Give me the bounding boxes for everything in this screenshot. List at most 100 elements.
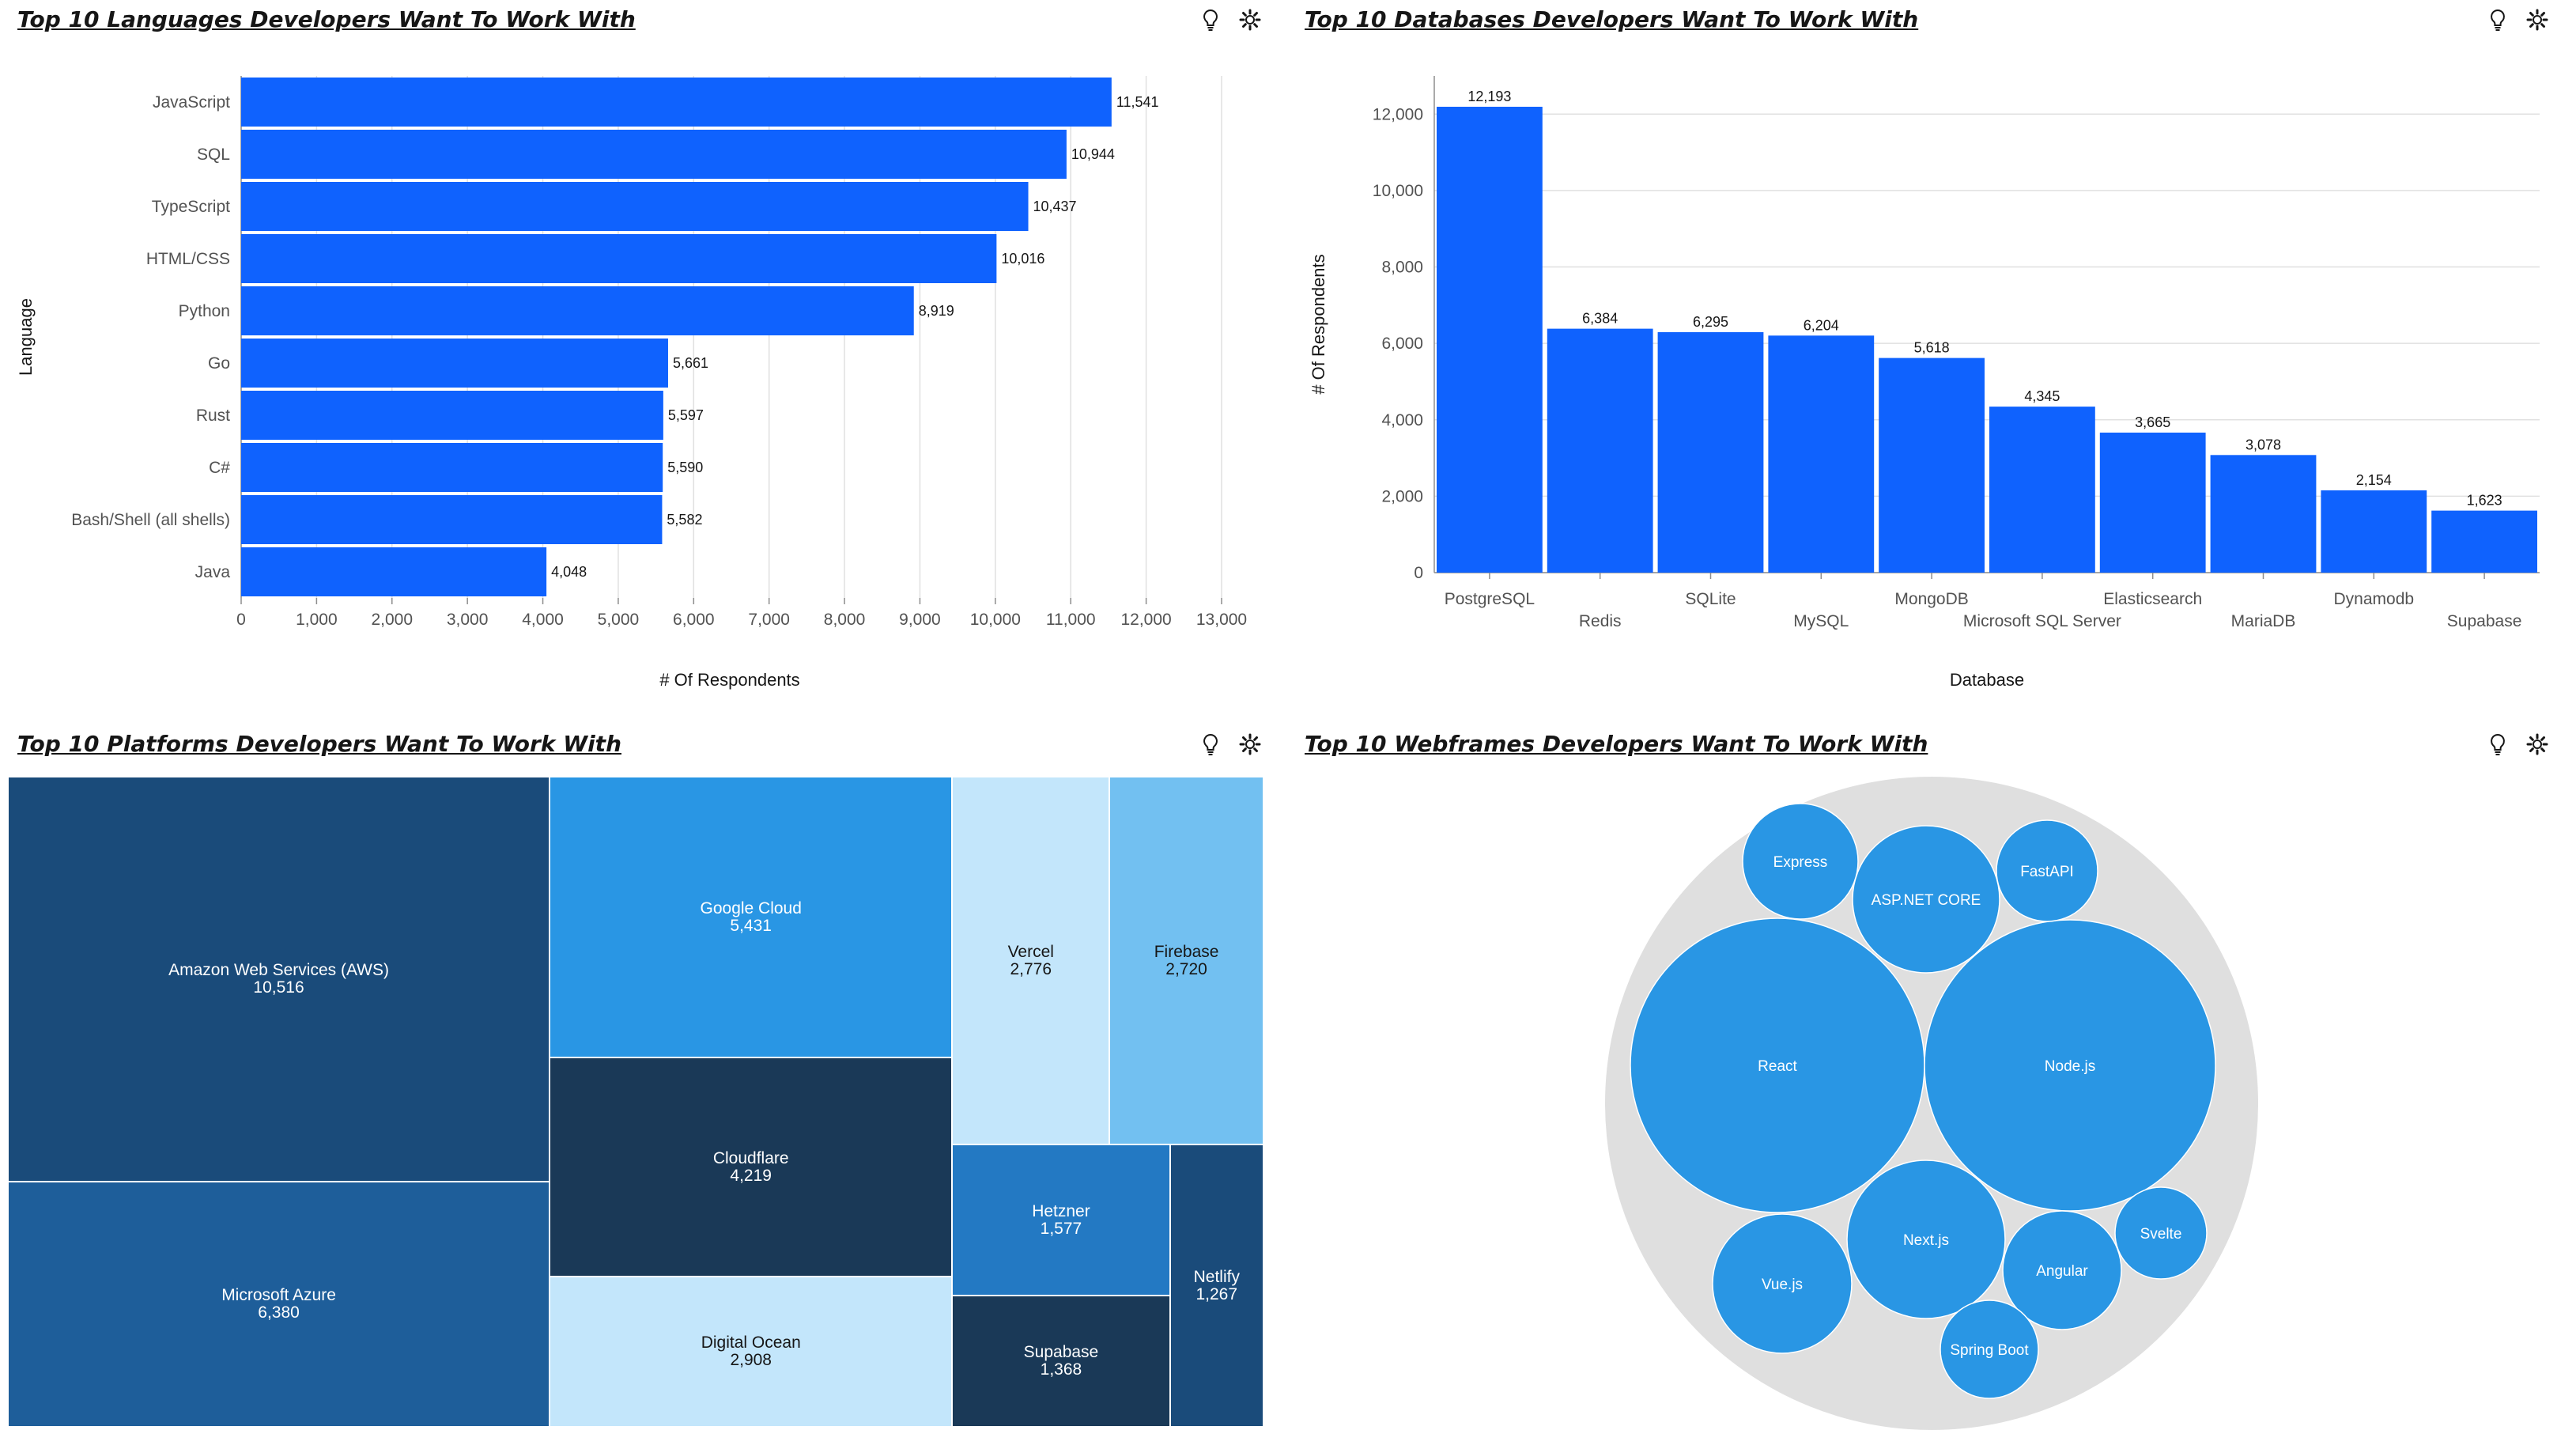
- x-tick-label: Dynamodb: [2334, 590, 2415, 608]
- lightbulb-icon[interactable]: [1200, 8, 1221, 32]
- bar[interactable]: [241, 339, 668, 388]
- data-label: 6,204: [1804, 317, 1839, 333]
- treemap-cell[interactable]: Google Cloud 5,431: [550, 777, 953, 1058]
- x-axis-title: # Of Respondents: [659, 670, 799, 690]
- treemap-cell[interactable]: Supabase 1,368: [952, 1296, 1170, 1427]
- x-tick-label: 0: [236, 611, 246, 629]
- bar[interactable]: [241, 495, 663, 544]
- treemap-cell-value: 1,368: [1040, 1360, 1082, 1379]
- webframes-chart-actions: [2487, 732, 2549, 756]
- bubble-label: Next.js: [1903, 1232, 1949, 1249]
- bar[interactable]: [241, 391, 663, 440]
- data-label: 5,582: [667, 512, 702, 528]
- bubble[interactable]: [1742, 803, 1859, 920]
- databases-chart-actions: [2487, 8, 2549, 32]
- bar[interactable]: [2099, 432, 2206, 573]
- bar[interactable]: [1657, 331, 1764, 573]
- x-tick-label: 12,000: [1120, 611, 1171, 629]
- bar[interactable]: [1768, 335, 1875, 573]
- webframes-bubble-chart: React Node.js Next.js ASP.NET CORE Angular Vu…: [1605, 777, 2258, 1430]
- treemap-cell-label: Vercel 2,776: [1007, 942, 1054, 978]
- x-tick-label: PostgreSQL: [1445, 590, 1535, 608]
- treemap-cell-name: Microsoft Azure: [221, 1285, 336, 1304]
- settings-icon[interactable]: [1238, 8, 1262, 32]
- platforms-chart-actions: [1200, 732, 1262, 756]
- y-tick-label: 0: [1414, 564, 1423, 582]
- treemap-cell-value: 5,431: [730, 916, 772, 935]
- data-label: 5,590: [667, 460, 703, 475]
- x-tick-label: Microsoft SQL Server: [1963, 612, 2121, 630]
- bubble-label: Angular: [2036, 1263, 2088, 1280]
- bar[interactable]: [1547, 328, 1653, 573]
- settings-icon[interactable]: [1238, 732, 1262, 756]
- x-tick-label: 6,000: [673, 611, 715, 629]
- x-tick-label: 13,000: [1196, 611, 1247, 629]
- bubble[interactable]: [1712, 1213, 1853, 1354]
- data-label: 5,618: [1914, 340, 1950, 356]
- x-tick-label: Elasticsearch: [2103, 590, 2202, 608]
- x-tick-label: 4,000: [522, 611, 564, 629]
- treemap-cell[interactable]: Amazon Web Services (AWS) 10,516: [8, 777, 550, 1182]
- settings-icon[interactable]: [2525, 732, 2549, 756]
- data-label: 1,623: [2467, 493, 2502, 509]
- treemap-cell-name: Cloudflare: [712, 1148, 789, 1167]
- treemap-cell[interactable]: Digital Ocean 2,908: [550, 1276, 953, 1427]
- treemap-cell-value: 4,219: [730, 1166, 772, 1185]
- bar[interactable]: [241, 78, 1112, 127]
- lightbulb-icon[interactable]: [2487, 8, 2508, 32]
- bubble-label: ASP.NET CORE: [1872, 892, 1981, 909]
- data-label: 10,016: [1001, 251, 1044, 267]
- y-tick-label: 2,000: [1381, 487, 1423, 505]
- bar[interactable]: [241, 234, 997, 283]
- bubble[interactable]: [1852, 825, 2000, 974]
- treemap-cell-name: Vercel: [1007, 942, 1054, 961]
- settings-icon[interactable]: [2525, 8, 2549, 32]
- bar[interactable]: [241, 286, 914, 335]
- treemap-cell-value: 2,776: [1010, 959, 1052, 978]
- x-tick-label: MySQL: [1793, 612, 1849, 630]
- treemap-cell-name: Firebase: [1154, 942, 1219, 961]
- lightbulb-icon[interactable]: [2487, 732, 2508, 756]
- y-tick-label: Go: [208, 354, 230, 373]
- bar[interactable]: [2431, 510, 2537, 573]
- bubble[interactable]: [1940, 1299, 2039, 1399]
- treemap-cell-name: Amazon Web Services (AWS): [168, 960, 389, 979]
- treemap-cell[interactable]: Vercel 2,776: [952, 777, 1110, 1145]
- x-tick-label: 7,000: [748, 611, 790, 629]
- bar[interactable]: [2321, 490, 2427, 573]
- treemap-cell-label: Firebase 2,720: [1154, 942, 1219, 978]
- x-axis-title: Database: [1950, 670, 2024, 690]
- lightbulb-icon[interactable]: [1200, 732, 1221, 756]
- bar[interactable]: [1989, 407, 2095, 573]
- x-tick-label: 10,000: [970, 611, 1021, 629]
- data-label: 2,154: [2356, 472, 2392, 488]
- x-tick-label: 8,000: [824, 611, 866, 629]
- bubble-label: Svelte: [2140, 1226, 2182, 1243]
- treemap-cell[interactable]: Hetzner 1,577: [952, 1144, 1170, 1296]
- treemap-cell-label: Hetzner 1,577: [1032, 1202, 1090, 1238]
- bubble[interactable]: [1846, 1160, 2006, 1319]
- platforms-chart-title: Top 10 Platforms Developers Want To Work…: [17, 731, 621, 757]
- bubble[interactable]: [1996, 819, 2098, 922]
- bar[interactable]: [241, 547, 547, 596]
- bar[interactable]: [1879, 358, 1985, 573]
- treemap-cell-label: Microsoft Azure 6,380: [221, 1285, 336, 1322]
- treemap-cell[interactable]: Microsoft Azure 6,380: [8, 1181, 550, 1427]
- y-tick-label: C#: [209, 459, 230, 477]
- bar[interactable]: [241, 182, 1029, 231]
- bar[interactable]: [241, 130, 1067, 179]
- treemap-cell[interactable]: Firebase 2,720: [1109, 777, 1263, 1145]
- bubble[interactable]: [2002, 1210, 2122, 1330]
- bar[interactable]: [241, 443, 663, 492]
- bubble[interactable]: [2114, 1186, 2208, 1280]
- treemap-cell[interactable]: Cloudflare 4,219: [550, 1057, 953, 1277]
- bar[interactable]: [2210, 455, 2317, 573]
- treemap-cell[interactable]: Netlify 1,267: [1169, 1144, 1263, 1427]
- data-label: 4,048: [551, 564, 587, 580]
- treemap-cell-label: Supabase 1,368: [1024, 1344, 1099, 1379]
- x-tick-label: MongoDB: [1894, 590, 1968, 608]
- data-label: 8,919: [919, 303, 954, 319]
- webframes-chart-title: Top 10 Webframes Developers Want To Work…: [1305, 731, 1928, 757]
- bar[interactable]: [1437, 106, 1543, 573]
- x-tick-label: 9,000: [899, 611, 941, 629]
